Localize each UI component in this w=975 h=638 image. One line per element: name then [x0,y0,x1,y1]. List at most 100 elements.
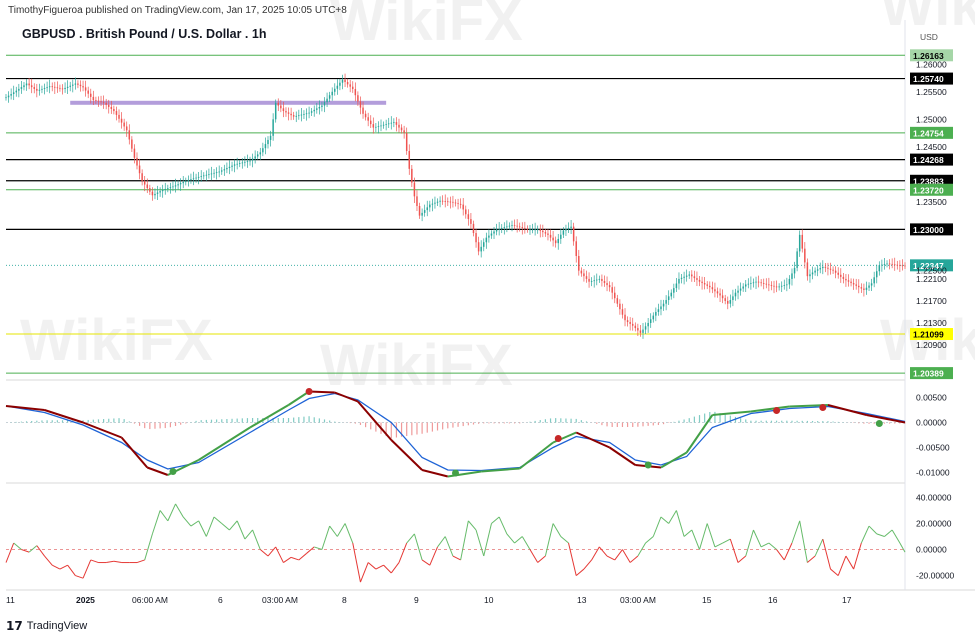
macd-line-segment [712,410,751,416]
candle-body [400,127,403,131]
macd-histogram-bar [87,419,89,423]
candle-body [619,303,621,310]
macd-histogram-bar [46,420,48,423]
candle-body [775,286,778,288]
osc-line-segment [13,542,22,550]
candle-body [596,279,598,281]
candle-body [565,229,567,231]
candle-body [662,303,665,307]
candle-body [511,224,513,226]
candle-body [69,85,71,87]
candle-body [498,228,500,230]
candle-body [506,226,508,228]
macd-histogram-bar [103,419,105,423]
osc-line-segment [645,536,654,544]
macd-histogram-bar [359,422,362,425]
osc-line-segment [398,542,408,563]
osc-line-segment [213,516,223,524]
candle-body [48,86,51,88]
osc-line-segment [283,556,292,563]
macd-histogram-bar [883,422,886,424]
candle-body [863,288,865,290]
osc-line-segment [375,564,384,570]
macd-line-segment [866,414,906,424]
osc-line-segment [891,529,901,544]
level-label-bg [910,183,953,196]
osc-line-segment [776,549,785,561]
candle-body [334,88,336,92]
candle-body [382,124,385,126]
candle-body [870,283,873,286]
candle-body [560,234,562,239]
candle-body [865,287,868,290]
candle-body [318,106,321,109]
candle-body [526,228,529,230]
candle-body [444,201,446,202]
macd-histogram-bar [555,418,557,423]
candle-body [901,265,904,267]
macd-histogram-bar [868,422,870,424]
candle-body [621,309,624,315]
candle-body [215,172,218,174]
osc-line-segment [706,523,716,548]
candle-body [729,300,732,304]
macd-cross-marker [169,468,177,475]
macd-histogram-bar [426,422,428,433]
candle-body [811,272,814,275]
candle-body [310,111,313,113]
macd-histogram-bar [544,419,546,423]
osc-line-segment [614,549,623,561]
macd-histogram-bar [20,421,23,423]
level-label: 1.24268 [913,155,944,165]
osc-line-segment [244,529,253,540]
osc-line-segment [106,560,114,564]
macd-histogram-bar [457,422,459,427]
candle-body [138,165,141,174]
osc-line-segment [799,520,808,563]
osc-line-segment [491,516,500,524]
candle-body [46,87,48,89]
candle-body [521,227,524,228]
candle-body [804,248,806,263]
tradingview-logo[interactable]: 𝟭𝟳 TradingView [6,619,87,633]
osc-line-segment [760,542,770,548]
osc-line-segment [498,516,508,535]
osc-line-segment [506,533,515,544]
osc-line-segment [190,520,199,527]
candle-body [575,241,577,256]
osc-line-segment [352,542,361,583]
macd-histogram-bar [467,422,469,426]
macd-histogram-bar [888,422,891,424]
osc-line-segment [860,525,870,544]
macd-line-segment [44,409,84,424]
candle-body [755,281,757,283]
watermark-text: WikiFX [320,333,513,398]
candle-body [709,285,711,288]
macd-histogram-bar [154,422,156,429]
macd-histogram-bar [231,418,233,423]
candle-body [557,238,559,244]
osc-line-segment [205,516,215,537]
macd-histogram-bar [174,422,177,426]
macd-histogram-bar [442,422,444,430]
candle-body [732,296,734,301]
macd-histogram-bar [282,418,285,423]
osc-line-segment [314,546,323,550]
candle-body [665,300,667,304]
candle-body [190,179,192,180]
candle-body [462,204,464,210]
candle-body [326,98,328,103]
osc-line-segment [699,523,708,550]
candle-body [264,144,267,149]
level-label: 1.24754 [913,128,944,138]
macd-histogram-bar [277,418,279,423]
candle-body [359,101,362,108]
candle-body [793,267,796,274]
osc-line-segment [259,549,269,557]
candle-body [336,85,339,89]
candle-body [300,114,303,116]
osc-line-segment [675,510,685,537]
candle-body [750,283,752,284]
candle-body [369,120,372,125]
candle-body [447,201,449,203]
